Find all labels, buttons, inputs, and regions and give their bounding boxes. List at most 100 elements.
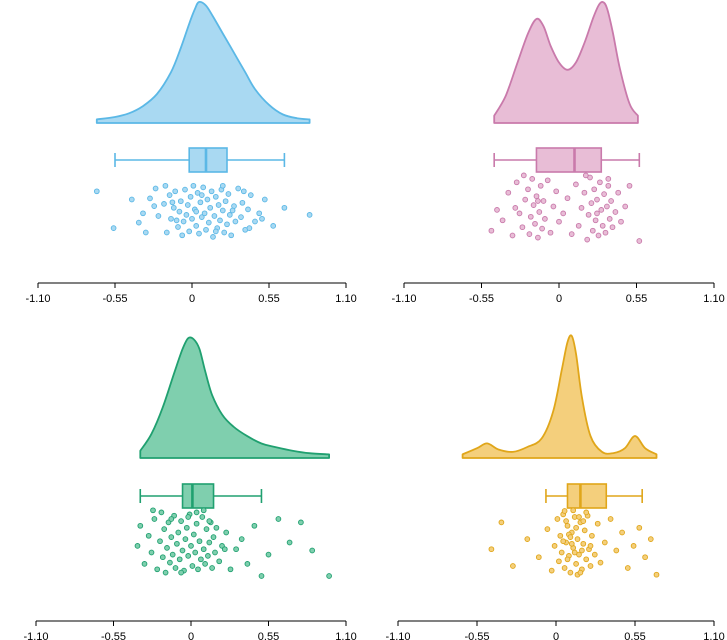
density-cloud [95, 0, 311, 124]
x-tick-label: 0 [553, 631, 559, 640]
data-point [580, 518, 587, 524]
data-point [212, 549, 218, 556]
data-point [526, 231, 533, 237]
data-point [532, 220, 538, 227]
data-point [573, 524, 579, 531]
data-point [175, 224, 181, 230]
data-point [527, 213, 534, 220]
data-point [145, 532, 152, 539]
data-point [182, 186, 188, 193]
density-cloud [139, 336, 330, 459]
data-point [251, 522, 258, 529]
data-point [238, 536, 245, 542]
data-point [535, 554, 542, 561]
x-tick-label: 0 [188, 631, 194, 640]
data-point [205, 219, 212, 226]
data-point [163, 229, 170, 236]
data-point [270, 223, 277, 229]
raincloud-panel-2: -1.10 -0.55 0 0.55 1.10 [391, 1, 725, 305]
data-point [575, 222, 582, 229]
data-point [286, 539, 293, 546]
data-point [190, 531, 197, 538]
data-point [158, 509, 165, 516]
data-point [281, 204, 288, 211]
data-point [626, 182, 633, 189]
data-point [556, 218, 562, 225]
data-point [576, 514, 582, 520]
data-point [563, 518, 569, 524]
data-point [589, 532, 595, 539]
data-point [193, 223, 200, 229]
data-point [110, 225, 117, 231]
data-point [510, 563, 516, 569]
data-point [580, 540, 587, 547]
data-point [210, 534, 217, 540]
data-point [561, 508, 568, 514]
raincloud-panel-1: -1.10 -0.55 0 0.55 1.10 [25, 0, 357, 305]
data-point [203, 226, 209, 233]
data-point [613, 547, 620, 554]
raincloud-panel-4: -1.10 -0.55 0 0.55 1.10 [385, 334, 725, 640]
data-point [221, 546, 228, 553]
data-point [157, 538, 163, 545]
data-point [225, 191, 232, 197]
data-point [239, 199, 246, 206]
x-tick-label: 0.55 [626, 293, 647, 305]
data-point [170, 204, 177, 211]
x-tick-label: -0.55 [101, 631, 126, 640]
data-point [187, 193, 194, 200]
data-point [201, 210, 208, 217]
data-point [599, 222, 606, 229]
data-point [605, 176, 612, 182]
data-point [152, 185, 159, 192]
data-point [583, 509, 590, 516]
data-point [622, 203, 629, 210]
data-point [172, 188, 179, 195]
data-point [238, 214, 244, 220]
data-point [568, 540, 575, 547]
data-point [185, 553, 192, 559]
data-point [147, 195, 153, 202]
data-point [198, 192, 205, 198]
data-point [535, 234, 541, 241]
data-point [618, 218, 624, 225]
data-point [141, 561, 148, 567]
data-point [573, 181, 579, 188]
data-point [167, 559, 173, 566]
data-point [530, 202, 537, 208]
data-point [577, 569, 584, 576]
x-tick-label: 0.55 [624, 631, 645, 640]
data-point [598, 207, 605, 213]
data-point [235, 185, 242, 192]
data-point [229, 207, 236, 214]
data-point [166, 192, 173, 198]
data-point [177, 198, 184, 205]
data-point [184, 202, 191, 208]
x-tick-label: -1.10 [23, 631, 48, 640]
data-point [588, 200, 595, 206]
data-point [539, 225, 545, 232]
data-point [505, 189, 512, 196]
x-tick-label: 1.10 [703, 631, 724, 640]
data-point [150, 507, 156, 514]
data-point [525, 186, 531, 193]
data-point [568, 231, 575, 237]
data-point [524, 536, 531, 542]
data-point [630, 543, 637, 549]
data-point [578, 205, 585, 211]
data-point [606, 216, 613, 222]
data-point [591, 186, 598, 193]
data-point [520, 172, 527, 179]
data-point [554, 516, 561, 522]
data-point [609, 224, 616, 231]
data-point [233, 546, 239, 553]
data-point [604, 203, 610, 210]
data-point [142, 229, 149, 236]
data-point [135, 219, 142, 226]
data-point [581, 189, 588, 196]
data-point [172, 565, 179, 571]
data-point [207, 204, 214, 211]
data-point [168, 516, 175, 522]
data-point [584, 236, 591, 243]
data-point [193, 208, 200, 215]
